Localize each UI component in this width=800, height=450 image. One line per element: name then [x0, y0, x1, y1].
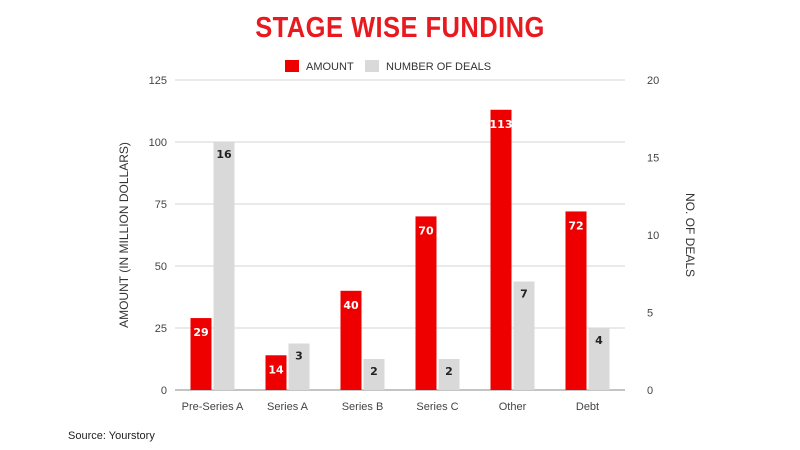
deals-bar — [288, 343, 310, 390]
y-right-tick-label: 20 — [647, 75, 659, 87]
amount-bar — [565, 211, 587, 390]
gridlines — [175, 79, 625, 391]
legend-swatch-amount — [285, 60, 299, 72]
legend-label-deals: NUMBER OF DEALS — [386, 61, 491, 73]
x-tick-label: Other — [499, 401, 527, 413]
legend-label-amount: AMOUNT — [306, 61, 354, 73]
y-right-tick-label: 10 — [647, 230, 659, 242]
x-tick-label: Debt — [576, 401, 599, 413]
deals-bar — [438, 359, 460, 390]
deals-bar — [588, 328, 610, 390]
x-tick-label: Pre-Series A — [182, 401, 244, 413]
y-left-tick-label: 25 — [155, 323, 167, 335]
deals-bar — [213, 142, 235, 390]
y-left-tick-label: 50 — [155, 261, 167, 273]
amount-data-label: 72 — [568, 219, 583, 232]
deals-bar — [363, 359, 385, 390]
y-left-tick-label: 100 — [149, 137, 167, 149]
legend-swatch-deals — [365, 60, 379, 72]
x-tick-label: Series C — [416, 401, 458, 413]
amount-data-label: 113 — [490, 118, 513, 131]
amount-data-label: 70 — [418, 224, 434, 237]
amount-data-label: 14 — [268, 363, 284, 376]
deals-data-label: 7 — [520, 288, 528, 301]
deals-bar — [513, 281, 535, 390]
deals-data-label: 2 — [445, 365, 453, 378]
x-tick-label: Series B — [342, 401, 384, 413]
amount-bar — [190, 318, 212, 390]
deals-data-label: 4 — [595, 334, 603, 347]
source-note: Source: Yourstory — [68, 430, 155, 442]
x-tick-label: Series A — [267, 401, 309, 413]
deals-data-label: 3 — [295, 350, 303, 363]
chart-title: STAGE WISE FUNDING — [255, 12, 545, 44]
y-left-tick-label: 75 — [155, 199, 167, 211]
amount-data-label: 40 — [343, 299, 359, 312]
y-axis-left-label: AMOUNT (IN MILLION DOLLARS) — [117, 142, 131, 328]
y-right-tick-label: 0 — [647, 385, 653, 397]
amount-bar — [490, 109, 512, 390]
amount-bar — [265, 355, 287, 390]
amount-data-label: 29 — [193, 326, 208, 339]
y-right-tick-label: 15 — [647, 153, 659, 165]
deals-data-label: 16 — [216, 148, 232, 161]
legend: AMOUNT NUMBER OF DEALS — [285, 60, 491, 73]
y-left-tick-label: 125 — [149, 75, 167, 87]
amount-bar — [340, 290, 362, 390]
bars: 29 16 14 3 40 2 70 2 113 7 72 4 — [190, 109, 610, 390]
y-right-tick-label: 5 — [647, 308, 653, 320]
y-left-tick-label: 0 — [161, 385, 167, 397]
y-axis-right-label: NO. OF DEALS — [683, 193, 697, 277]
deals-data-label: 2 — [370, 365, 378, 378]
amount-bar — [415, 216, 437, 390]
axis-ticks: 0 25 50 75 100 125 0 5 10 15 20 Pre-Series A Series … — [149, 75, 660, 413]
